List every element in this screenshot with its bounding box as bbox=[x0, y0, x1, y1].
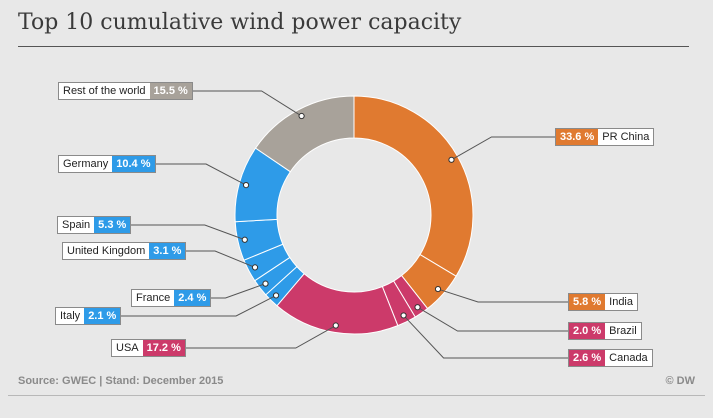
leader-united-kingdom bbox=[186, 250, 256, 268]
label-value: 5.3 % bbox=[94, 217, 131, 233]
leader-pr-china bbox=[451, 136, 555, 161]
leader-germany bbox=[156, 163, 247, 186]
label-name: Germany bbox=[63, 158, 109, 170]
leader-dot-spain bbox=[241, 236, 248, 243]
label-value: 33.6 % bbox=[556, 129, 599, 145]
leader-spain bbox=[131, 224, 245, 241]
leader-rest-of-the-world bbox=[193, 90, 302, 117]
label-name: Brazil bbox=[609, 325, 637, 337]
label-value: 2.1 % bbox=[84, 308, 121, 324]
source-note: Source: GWEC | Stand: December 2015 bbox=[18, 375, 224, 387]
label-france: France 2.4 % bbox=[131, 289, 212, 307]
leader-dot-canada bbox=[400, 312, 407, 319]
leader-dot-india bbox=[434, 285, 442, 293]
label-pr-china: 33.6 % PR China bbox=[555, 128, 655, 146]
label-india: 5.8 % India bbox=[568, 293, 638, 311]
slice-pr-china bbox=[353, 95, 474, 277]
label-united-kingdom: United Kingdom 3.1 % bbox=[62, 242, 187, 260]
slice-rest-of-the-world bbox=[254, 95, 355, 173]
label-value: 2.6 % bbox=[569, 350, 606, 366]
leader-dot-brazil bbox=[414, 304, 421, 311]
leader-dot-united-kingdom bbox=[251, 264, 259, 271]
label-name: France bbox=[136, 292, 171, 304]
label-value: 5.8 % bbox=[569, 294, 606, 310]
leader-dot-usa bbox=[332, 322, 339, 329]
title-divider bbox=[18, 46, 689, 47]
label-value: 10.4 % bbox=[112, 156, 155, 172]
label-name: USA bbox=[116, 342, 139, 354]
leader-canada bbox=[403, 315, 568, 359]
label-value: 3.1 % bbox=[149, 243, 186, 259]
label-name: India bbox=[609, 296, 633, 308]
label-name: Rest of the world bbox=[63, 85, 146, 97]
leader-italy bbox=[121, 294, 277, 317]
label-name: Spain bbox=[62, 219, 91, 231]
label-rest-of-the-world: Rest of the world 15.5 % bbox=[58, 82, 193, 100]
leader-brazil bbox=[417, 306, 568, 332]
dw-credit: © DW bbox=[665, 375, 696, 387]
leader-india bbox=[437, 288, 568, 303]
label-value: 2.4 % bbox=[174, 290, 211, 306]
footer-divider bbox=[8, 395, 705, 396]
label-name: PR China bbox=[602, 131, 650, 143]
leader-dot-italy bbox=[272, 292, 280, 299]
leader-france bbox=[211, 283, 266, 299]
label-usa: USA 17.2 % bbox=[111, 339, 186, 357]
label-canada: 2.6 % Canada bbox=[568, 349, 653, 367]
label-germany: Germany 10.4 % bbox=[58, 155, 156, 173]
leader-dot-germany bbox=[242, 182, 250, 189]
label-spain: Spain 5.3 % bbox=[57, 216, 132, 234]
label-name: Italy bbox=[60, 310, 81, 322]
label-name: Canada bbox=[609, 352, 648, 364]
leader-dot-france bbox=[262, 280, 269, 287]
label-value: 15.5 % bbox=[149, 83, 192, 99]
leader-usa bbox=[186, 325, 337, 349]
chart-title: Top 10 cumulative wind power capacity bbox=[18, 10, 462, 35]
label-value: 2.0 % bbox=[569, 323, 606, 339]
label-name: United Kingdom bbox=[67, 245, 146, 257]
label-value: 17.2 % bbox=[142, 340, 185, 356]
label-brazil: 2.0 % Brazil bbox=[568, 322, 642, 340]
label-italy: Italy 2.1 % bbox=[55, 307, 122, 325]
leader-dot-rest-of-the-world bbox=[298, 112, 305, 120]
leader-dot-pr-china bbox=[448, 156, 455, 163]
